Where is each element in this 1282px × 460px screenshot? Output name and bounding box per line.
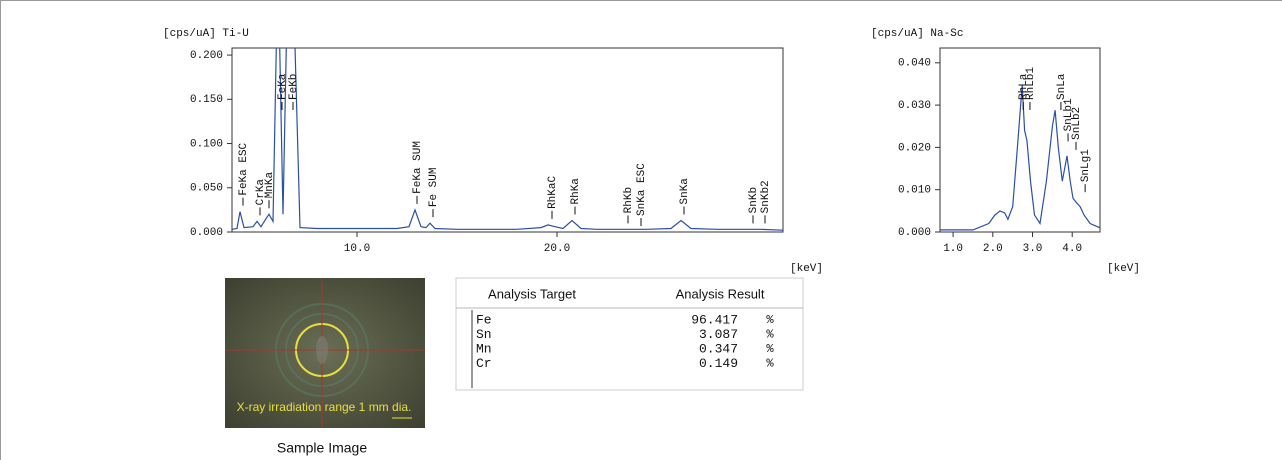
y-tick-label: 0.020 xyxy=(898,142,931,154)
peak-label: RhLa xyxy=(1018,73,1030,100)
element-name: Mn xyxy=(476,341,492,356)
result-table xyxy=(455,277,804,391)
x-tick-label: 4.0 xyxy=(1062,243,1082,255)
element-unit: % xyxy=(766,328,774,342)
peak-label: FeKa xyxy=(277,73,289,100)
x-tick-label: 2.0 xyxy=(983,243,1003,255)
element-unit: % xyxy=(766,313,774,327)
element-name: Fe xyxy=(476,312,492,327)
photo-overlay: X-ray irradiation range 1 mm dia. xyxy=(237,400,412,414)
y-tick-label: 0.010 xyxy=(898,185,931,197)
element-value: 0.149 xyxy=(699,356,738,371)
peak-label: RhKa xyxy=(570,178,582,205)
peak-label: FeKa SUM xyxy=(412,141,424,194)
element-value: 96.417 xyxy=(691,312,738,327)
peak-label: MnKa xyxy=(264,172,276,199)
plot-frame xyxy=(231,47,784,233)
element-unit: % xyxy=(766,342,774,356)
y-tick-label: 0.050 xyxy=(190,183,223,195)
photo-caption: Sample Image xyxy=(277,440,367,456)
peak-label: CrKa xyxy=(255,179,267,206)
peak-label: SnKb2 xyxy=(760,180,772,213)
peak-label: SnKa ESC xyxy=(636,163,648,216)
peak-label: SnLa xyxy=(1056,73,1068,100)
table-header: Analysis Target xyxy=(488,286,576,301)
element-value: 0.347 xyxy=(699,341,738,356)
peak-label: Fe SUM xyxy=(428,168,440,208)
x-tick-label: 10.0 xyxy=(344,243,370,255)
element-name: Sn xyxy=(476,327,492,342)
peak-label: SnKb xyxy=(748,187,760,213)
peak-label: FeKb xyxy=(288,74,300,100)
peak-label: SnLb2 xyxy=(1071,107,1083,140)
x-tick-label: 3.0 xyxy=(1023,243,1043,255)
element-name: Cr xyxy=(476,356,492,371)
x-axis-label: [keV] xyxy=(790,263,823,275)
peak-label: SnKa xyxy=(679,178,691,205)
y-tick-label: 0.030 xyxy=(898,100,931,112)
x-axis-label: [keV] xyxy=(1107,263,1140,275)
y-tick-label: 0.200 xyxy=(190,50,223,62)
peak-label: SnLb1 xyxy=(1063,98,1075,131)
peak-label: SnLg1 xyxy=(1080,149,1092,182)
peak-label: RhKb xyxy=(623,187,635,213)
y-tick-label: 0.000 xyxy=(898,227,931,239)
y-tick-label: 0.150 xyxy=(190,94,223,106)
y-axis-label: [cps/uA] Na-Sc xyxy=(871,28,963,40)
element-unit: % xyxy=(766,357,774,371)
sample-photo xyxy=(225,278,425,428)
spectrum xyxy=(232,48,783,231)
table-header: Analysis Result xyxy=(676,286,765,301)
peak-label: RhKaC xyxy=(547,176,559,209)
peak-label: FeKa ESC xyxy=(238,142,250,195)
plot-frame xyxy=(939,47,1101,233)
y-tick-label: 0.100 xyxy=(190,138,223,150)
y-tick-label: 0.000 xyxy=(190,227,223,239)
element-value: 3.087 xyxy=(699,327,738,342)
y-tick-label: 0.040 xyxy=(898,58,931,70)
x-tick-label: 1.0 xyxy=(943,243,963,255)
y-axis-label: [cps/uA] Ti-U xyxy=(163,28,249,40)
x-tick-label: 20.0 xyxy=(544,243,570,255)
spectrum xyxy=(940,85,1100,231)
peak-label: RhLb1 xyxy=(1025,67,1037,100)
